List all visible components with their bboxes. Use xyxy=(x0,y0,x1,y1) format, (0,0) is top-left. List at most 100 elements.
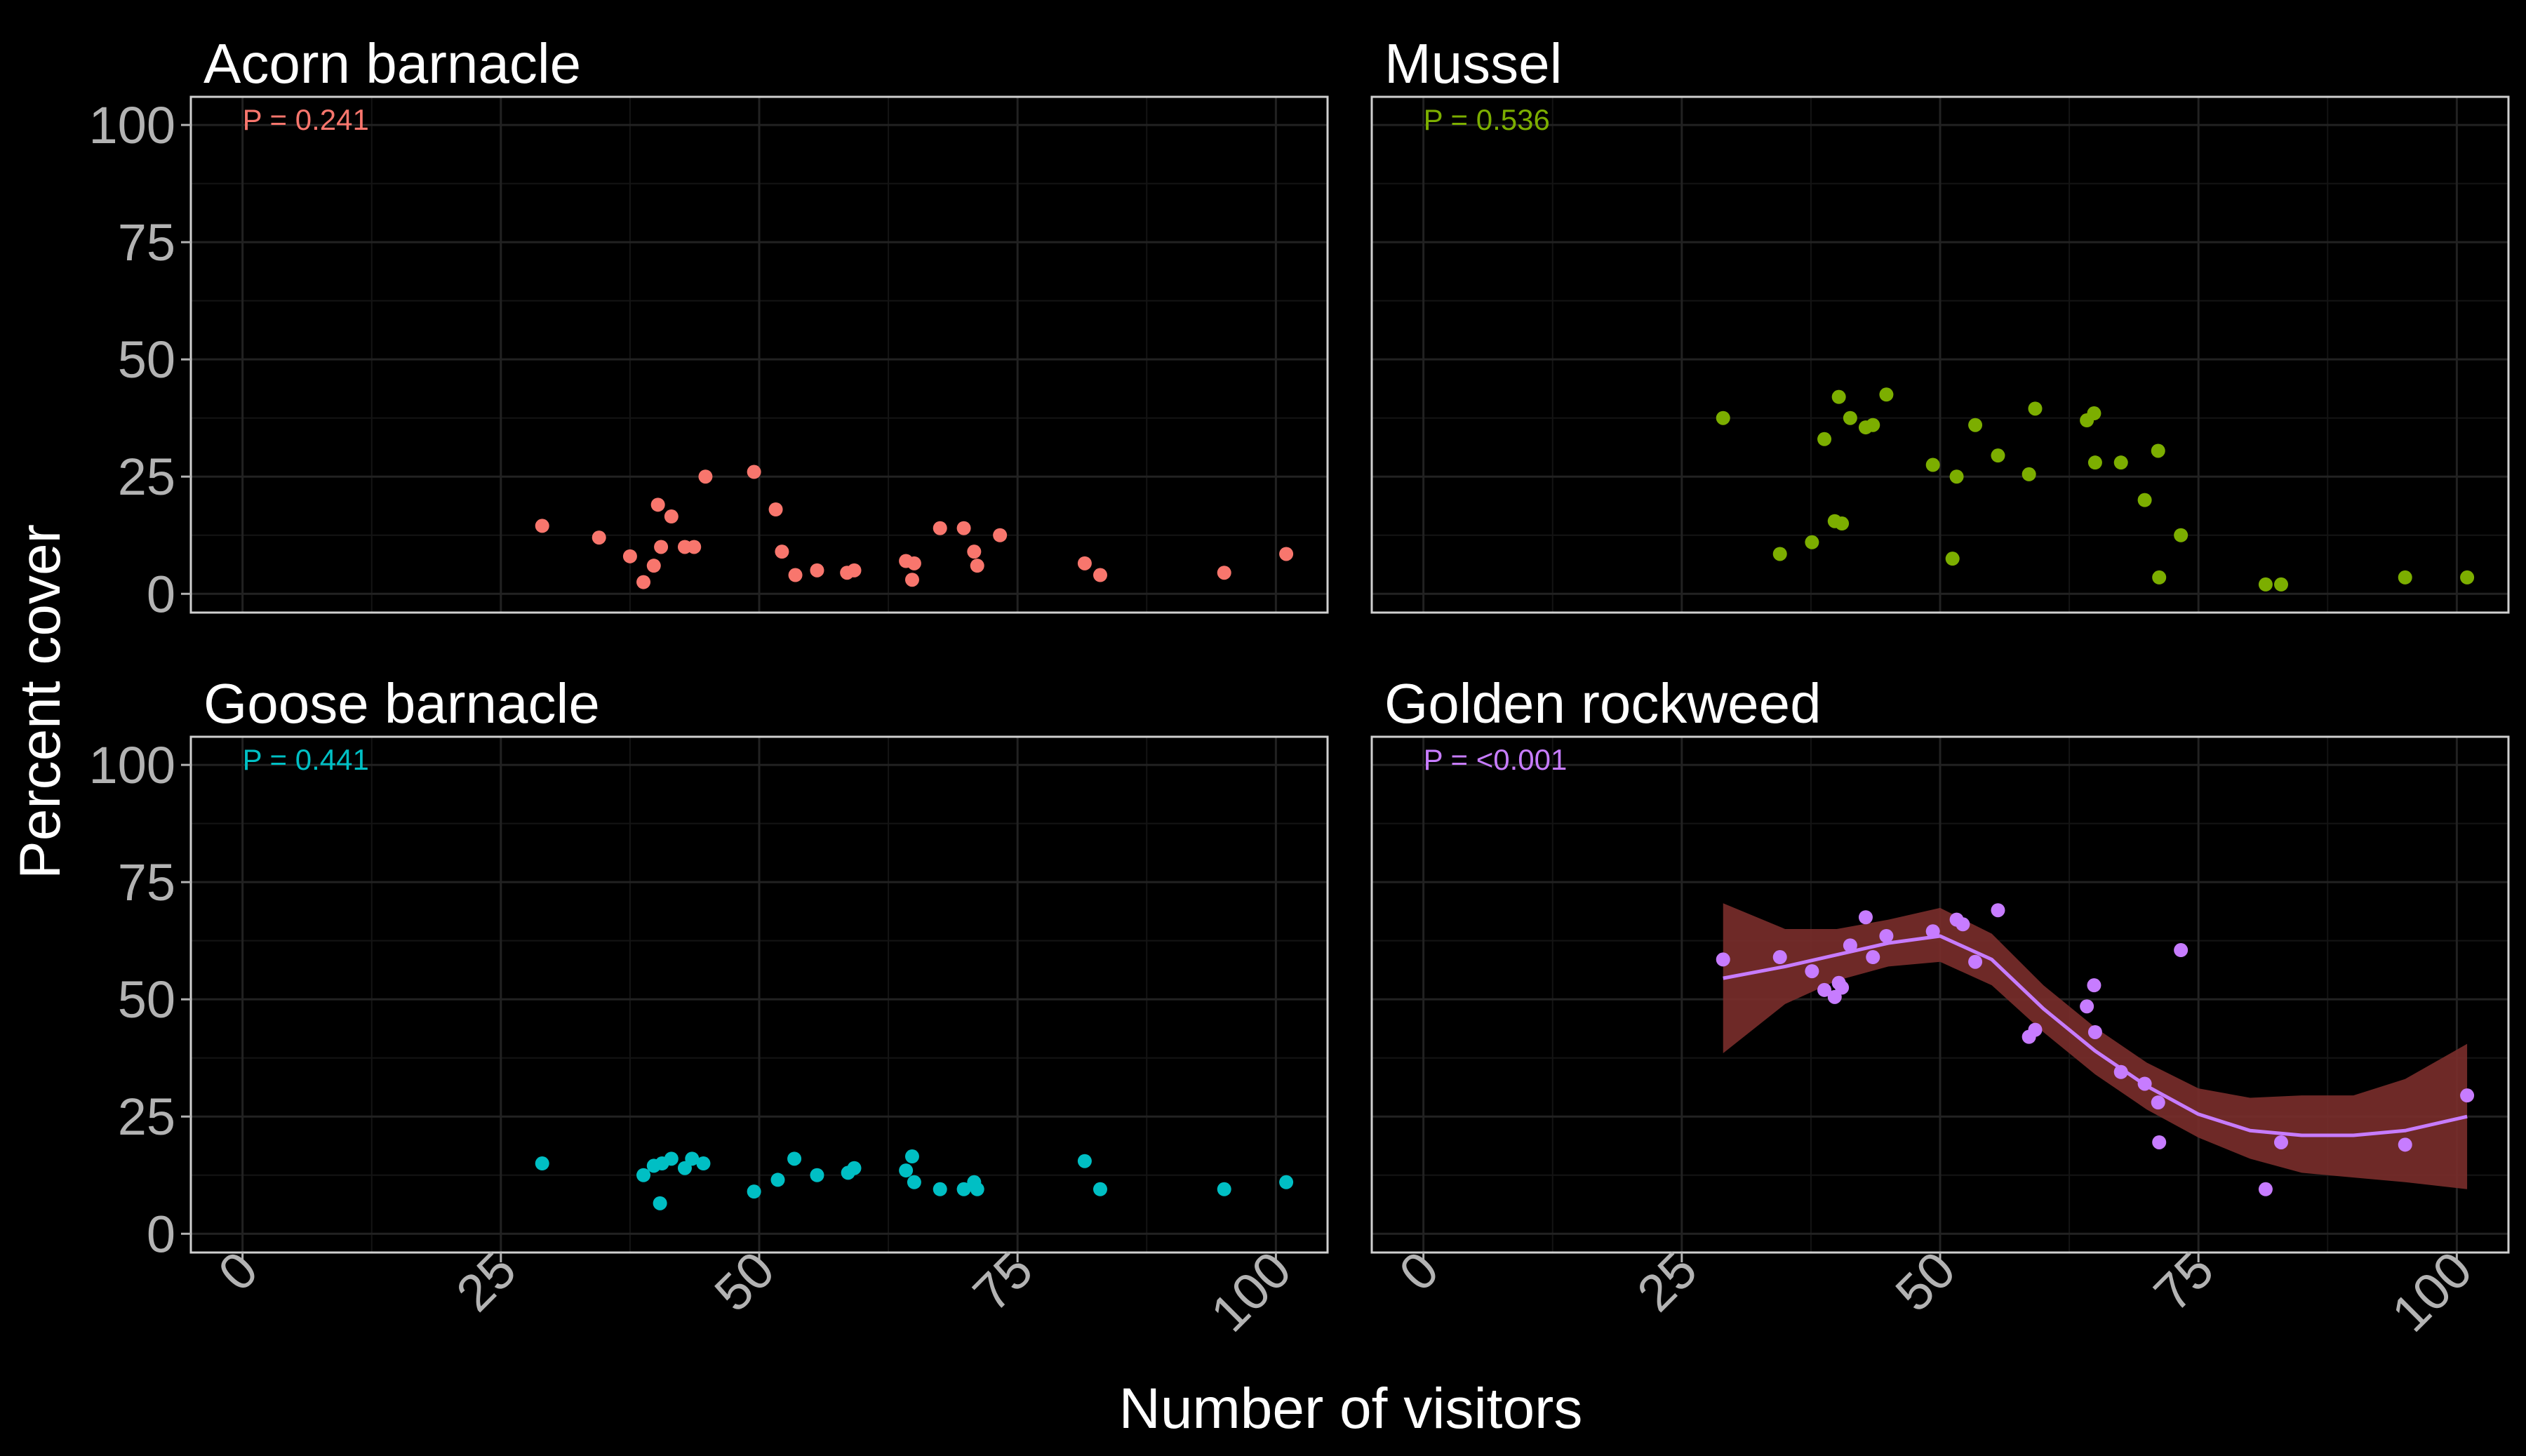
panels-layer: Acorn barnacle P = 0.241 0 25 50 75 100 Mussel P… xyxy=(89,32,2510,1343)
data-point xyxy=(1858,910,1873,925)
data-point xyxy=(2087,455,2102,470)
data-point xyxy=(1835,980,1850,995)
data-point xyxy=(1279,547,1294,561)
panel-border xyxy=(1370,95,2510,614)
data-point xyxy=(1805,964,1819,979)
data-point xyxy=(907,1175,921,1189)
data-point xyxy=(664,509,679,524)
y-tick-label: 50 xyxy=(118,970,175,1029)
data-point xyxy=(1866,418,1880,432)
data-point xyxy=(1949,469,1964,484)
panel-title: Golden rockweed xyxy=(1384,672,1822,735)
data-point xyxy=(2274,1135,2288,1149)
data-point xyxy=(636,1168,651,1182)
data-point xyxy=(1772,950,1787,965)
data-point xyxy=(622,549,637,563)
data-point xyxy=(1805,535,1819,549)
y-tick-label: 50 xyxy=(118,330,175,389)
data-point xyxy=(967,545,982,559)
data-point xyxy=(2174,943,2188,958)
data-point xyxy=(1077,1154,1092,1168)
data-point xyxy=(1991,448,2005,463)
data-point xyxy=(1879,928,1894,943)
data-point xyxy=(1716,952,1730,967)
data-point xyxy=(2460,1088,2475,1103)
data-point xyxy=(2087,1024,2102,1039)
data-point xyxy=(787,1151,802,1166)
p-value-annotation: P = 0.241 xyxy=(243,103,369,136)
data-point xyxy=(1866,950,1880,965)
data-point xyxy=(2113,455,2128,470)
data-point xyxy=(847,1161,862,1175)
data-point xyxy=(770,1173,785,1187)
data-point xyxy=(2460,570,2475,585)
data-point xyxy=(1879,387,1894,402)
data-point xyxy=(1925,457,1940,472)
x-axis-label: Number of visitors xyxy=(1119,1377,1583,1441)
data-point xyxy=(1817,432,1832,446)
data-point xyxy=(2398,1137,2412,1152)
data-point xyxy=(775,545,789,559)
data-point xyxy=(654,540,669,554)
y-tick-label: 75 xyxy=(118,213,175,272)
data-point xyxy=(1217,1182,1231,1196)
data-point xyxy=(2151,1095,2165,1110)
data-point xyxy=(2028,401,2043,416)
y-tick-label: 0 xyxy=(147,565,175,623)
data-point xyxy=(956,521,971,535)
y-tick-label: 100 xyxy=(89,96,175,154)
data-point xyxy=(2087,978,2101,993)
data-point xyxy=(1991,903,2005,918)
data-point xyxy=(810,1168,824,1182)
data-point xyxy=(653,1196,667,1210)
y-tick-label: 25 xyxy=(118,1088,175,1146)
data-point xyxy=(1843,410,1857,425)
y-tick-label: 25 xyxy=(118,448,175,506)
y-axis-label: Percent cover xyxy=(8,524,72,879)
data-point xyxy=(2028,1022,2043,1037)
data-point xyxy=(2174,528,2188,542)
data-point xyxy=(1077,556,1092,570)
data-point xyxy=(1945,552,1960,566)
data-point xyxy=(933,521,947,535)
panel-title: Goose barnacle xyxy=(203,672,600,735)
y-tick-label: 100 xyxy=(89,736,175,794)
y-tick-label: 75 xyxy=(118,853,175,911)
data-point xyxy=(535,1156,549,1171)
data-point xyxy=(1716,410,1730,425)
y-tick-label: 0 xyxy=(147,1205,175,1263)
panel: Acorn barnacle P = 0.241 0 25 50 75 100 xyxy=(89,32,1329,623)
data-point xyxy=(1093,1182,1107,1196)
data-point xyxy=(2152,570,2167,585)
data-point xyxy=(956,1182,971,1196)
data-point xyxy=(970,559,984,573)
data-point xyxy=(933,1182,947,1196)
data-point xyxy=(646,559,661,573)
data-point xyxy=(1817,982,1832,997)
data-point xyxy=(993,528,1008,542)
data-point xyxy=(1843,938,1857,953)
data-point xyxy=(747,1184,761,1199)
data-point xyxy=(747,465,761,479)
panel-title: Mussel xyxy=(1384,32,1562,95)
data-point xyxy=(2274,577,2288,592)
data-point xyxy=(636,575,651,589)
data-point xyxy=(2137,493,2152,507)
data-point xyxy=(2258,577,2273,592)
data-point xyxy=(685,1151,700,1166)
data-point xyxy=(2080,999,2094,1014)
data-point xyxy=(2258,1182,2273,1196)
data-point xyxy=(592,530,606,545)
data-point xyxy=(970,1182,984,1196)
data-point xyxy=(1217,566,1231,580)
data-point xyxy=(810,563,824,577)
data-point xyxy=(907,556,921,570)
data-point xyxy=(650,497,665,512)
data-point xyxy=(1925,924,1940,939)
confidence-band xyxy=(1723,903,2468,1189)
p-value-annotation: P = <0.001 xyxy=(1424,743,1568,776)
data-point xyxy=(535,519,549,533)
